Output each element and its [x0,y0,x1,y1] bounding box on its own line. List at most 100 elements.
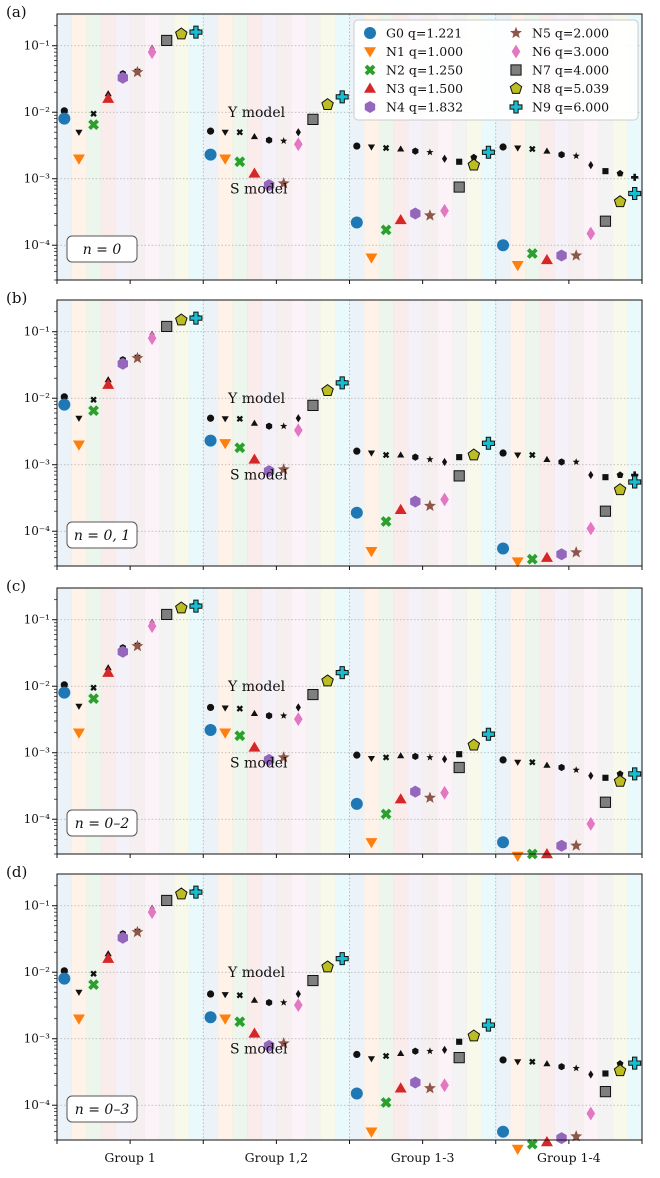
s-model-point [117,645,129,658]
s-model-point [219,1014,232,1025]
series-band [247,14,263,280]
s-model-point [586,521,596,536]
series-band [100,874,116,1140]
s-model-point [540,848,553,859]
y-model-point [75,129,83,136]
s-model-point [88,405,99,417]
y-model-point [631,471,639,479]
y-model-point [265,422,273,430]
series-band [364,874,380,1140]
y-model-point [426,753,434,761]
s-model-point [307,399,319,411]
y-model-point [206,990,215,998]
s-model-point [497,836,510,849]
series-band [276,874,292,1140]
y-model-point [397,752,405,759]
y-model-point [236,129,244,136]
series-band [466,588,482,854]
s-model-point [307,688,319,701]
y-model-point [543,1060,551,1067]
s-model-point [88,979,99,991]
s-model-point [599,215,612,227]
s-model-point [248,453,261,464]
s-model-point [263,179,275,192]
y-model-point [456,158,463,165]
y-model-point [543,455,551,462]
y-model-point [588,1070,594,1079]
y-model-point [499,756,507,764]
s-model-point [497,1125,510,1138]
series-band [495,588,511,854]
y-model-point [353,1050,361,1059]
s-model-point [394,503,407,514]
series-band [203,874,219,1140]
y-tick-label: 10⁻¹ [24,613,50,627]
s-model-point [410,495,421,508]
series-band [451,874,467,1140]
legend-entry: N2 q=1.250 [386,63,463,78]
series-band [378,874,394,1140]
s-model-point [335,376,349,390]
series-band [144,588,160,854]
s-model-label: S model [230,467,288,483]
s-model-point [394,1082,407,1093]
s-model-label: S model [230,1041,288,1057]
plot-frame [56,873,643,1141]
y-model-point [572,152,580,160]
y-model-point [602,168,609,175]
series-band [495,300,511,566]
y-model-point [90,684,97,691]
series-band [57,588,72,854]
y-model-point [456,454,463,461]
series-band [334,874,350,1140]
s-model-point [102,92,115,103]
s-model-point [556,548,567,561]
y-model-point [514,452,522,459]
y-model-point [441,457,448,467]
series-band [305,300,321,566]
s-model-point [410,1076,421,1089]
s-model-point [147,905,157,920]
series-band [349,300,365,566]
s-model-point [204,148,217,161]
s-model-point [380,1097,392,1108]
s-model-point [58,398,71,411]
y-model-point [206,703,215,712]
series-band [144,14,160,280]
y-model-label: Y model [227,391,286,407]
s-model-point [175,601,188,614]
series-band [100,588,116,854]
legend-marker [364,47,376,58]
y-model-point [382,754,390,761]
s-model-point [204,434,217,447]
series-band [217,588,233,854]
series-band [510,874,526,1140]
s-model-point [293,998,303,1013]
s-model-point [58,686,71,699]
y-model-point [367,1056,376,1063]
s-model-point [131,639,144,652]
series-band [422,588,438,854]
series-band [86,300,102,566]
s-model-point [599,1086,612,1098]
legend-entry: N5 q=2.000 [532,26,609,41]
y-model-point [250,709,259,716]
y-model-point [543,761,551,768]
series-band [188,588,204,854]
s-model-point [410,207,421,220]
y-model-point [60,393,68,401]
s-model-point [423,209,436,221]
series-band [86,588,102,854]
s-model-point [293,423,303,438]
s-model-point [263,1039,275,1052]
series-band [203,300,219,566]
series-band [174,874,189,1140]
s-model-point [117,71,129,84]
series-band [188,14,204,280]
y-model-point [367,144,376,151]
s-model-point [467,448,481,461]
s-model-point [613,483,627,496]
y-model-point [412,1047,419,1055]
s-model-point [335,952,349,966]
series-band [598,300,614,566]
